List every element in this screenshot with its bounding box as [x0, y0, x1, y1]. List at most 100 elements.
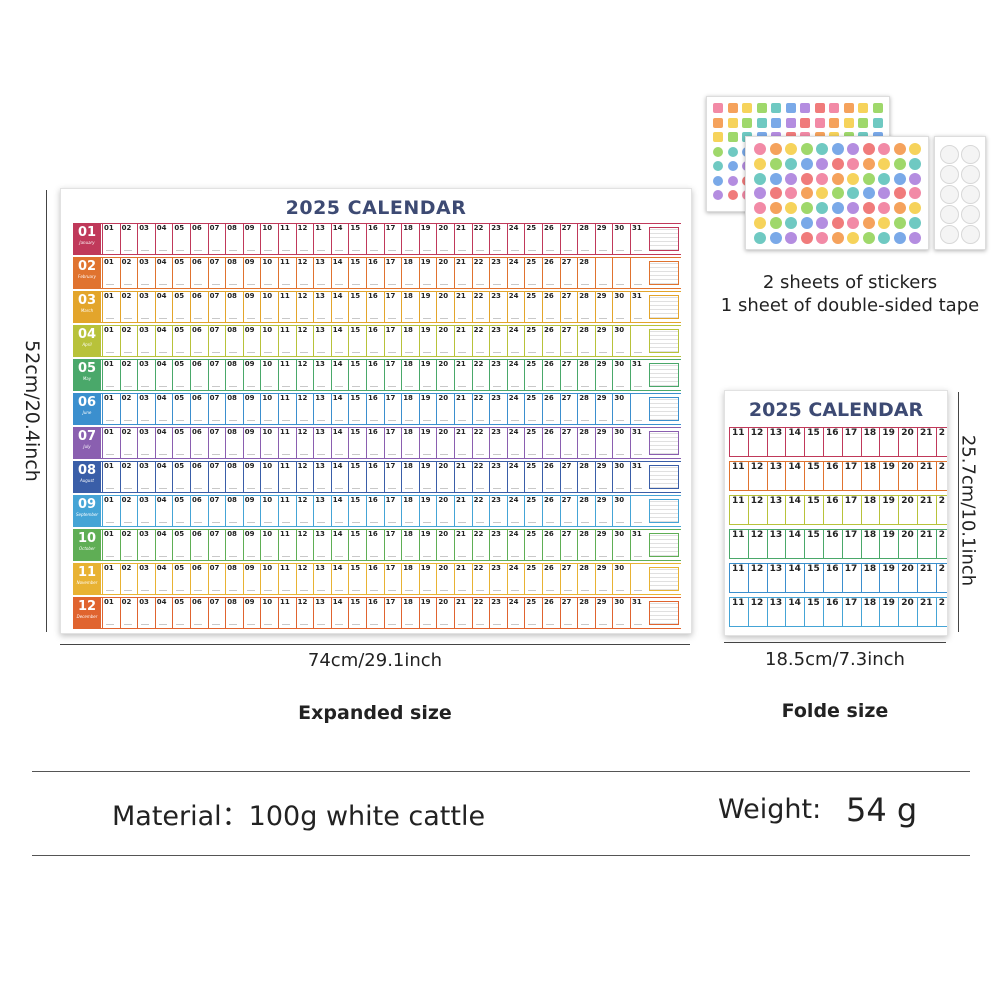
- sticker: [814, 103, 825, 113]
- round-sticker: [878, 217, 890, 229]
- width-dimension-line: [60, 644, 690, 645]
- day-cell: 22: [471, 598, 489, 628]
- day-cell: 08: [225, 598, 242, 628]
- day-cell: 28: [577, 326, 594, 356]
- day-cell: 11: [278, 224, 295, 254]
- day-cell: 16: [366, 564, 383, 594]
- height-dimension-line: [46, 190, 47, 632]
- round-sticker: [893, 187, 906, 200]
- day-cell: 27: [559, 598, 577, 628]
- round-sticker: [909, 143, 921, 155]
- round-sticker: [862, 172, 875, 185]
- day-cell: 22: [471, 394, 489, 424]
- month-badge: 10 October: [73, 530, 101, 560]
- day-cell: 03: [137, 326, 154, 356]
- folded-day-cell: 11: [729, 428, 748, 456]
- day-cell: 17: [383, 326, 401, 356]
- day-cell: 24: [506, 360, 524, 390]
- round-sticker: [893, 157, 906, 170]
- day-cell: 11: [278, 496, 295, 526]
- day-cell: 17: [383, 496, 401, 526]
- mini-month-grid: [649, 227, 679, 251]
- day-cell: 09: [242, 224, 260, 254]
- day-cell: 03: [137, 496, 154, 526]
- day-cell: 29: [594, 394, 612, 424]
- folded-day-cell: 16: [823, 428, 842, 456]
- day-cell: 30: [612, 462, 629, 492]
- folded-day-cell: 11: [729, 598, 748, 626]
- day-cell: 01: [102, 428, 119, 458]
- round-sticker: [800, 172, 813, 185]
- month-badge: 08 August: [73, 462, 101, 492]
- day-cell: 27: [559, 428, 577, 458]
- day-cell: 09: [242, 258, 260, 288]
- month-number: 12: [77, 599, 97, 614]
- sticker: [771, 117, 781, 128]
- sticker: [713, 190, 723, 200]
- tape-dot: [940, 145, 959, 164]
- day-cell: 31: [630, 360, 647, 390]
- round-sticker: [816, 231, 828, 244]
- day-cell: 15: [348, 258, 365, 288]
- day-cell: 16: [366, 530, 383, 560]
- day-cell: 31: [630, 428, 647, 458]
- round-sticker: [785, 157, 797, 170]
- folded-day-cell: 20: [898, 598, 917, 626]
- expanded-height-label: 52cm/20.4inch: [21, 340, 43, 482]
- folded-day-cell: 17: [841, 428, 861, 456]
- month-number: 05: [77, 361, 97, 376]
- day-cell: 28: [577, 496, 594, 526]
- folded-day-cell: 14: [785, 598, 804, 626]
- folded-day-cell: 11: [729, 462, 748, 490]
- folded-day-cell: 15: [804, 564, 823, 592]
- folded-day-cell: 16: [823, 564, 842, 592]
- folded-width-label: 18.5cm/7.3inch: [765, 649, 905, 670]
- day-cell: 23: [489, 360, 506, 390]
- day-cell: 07: [207, 394, 225, 424]
- day-cell: 28: [577, 224, 594, 254]
- month-name: September: [75, 512, 99, 517]
- folded-day-cell: 12: [747, 598, 767, 626]
- day-cell: 19: [418, 428, 436, 458]
- day-cell: 23: [489, 462, 506, 492]
- day-cell: 19: [418, 462, 436, 492]
- day-cell: 27: [559, 360, 577, 390]
- day-cell: 30: [612, 598, 629, 628]
- day-cell: 20: [436, 292, 453, 322]
- day-cell: 06: [190, 224, 207, 254]
- round-sticker: [816, 202, 828, 215]
- day-cell: 11: [278, 360, 295, 390]
- folded-calendar-title: 2025 CALENDAR: [748, 399, 924, 421]
- month-row: 05 May 01 02 03 04 05 06 07 08 09 10 11 12 13 14 15 16 17 1…: [73, 359, 681, 391]
- round-sticker: [785, 217, 797, 229]
- day-cell: 23: [489, 326, 506, 356]
- sticker: [756, 103, 767, 113]
- day-cell: 02: [119, 496, 137, 526]
- day-cell: 06: [190, 496, 207, 526]
- sticker: [742, 117, 752, 128]
- day-cell: 12: [295, 428, 313, 458]
- day-cell: 23: [489, 224, 506, 254]
- month-badge: 06 June: [73, 394, 101, 424]
- round-sticker: [785, 143, 797, 155]
- month-row: 01 January 01 02 03 04 05 06 07 08 09 10 11 12 13 14 15 1…: [73, 223, 681, 255]
- day-cell: 13: [313, 428, 330, 458]
- day-cell: 07: [207, 462, 225, 492]
- day-cell: 28: [577, 598, 594, 628]
- day-cell: 25: [524, 428, 541, 458]
- round-sticker: [754, 187, 766, 200]
- day-cell: 31: [630, 530, 647, 560]
- round-sticker: [878, 231, 890, 244]
- day-cell: 28: [577, 292, 594, 322]
- day-cell: 10: [260, 462, 277, 492]
- day-cell: 03: [137, 224, 154, 254]
- day-cell: 12: [295, 530, 313, 560]
- day-cell: 28: [577, 428, 594, 458]
- folded-day-cell: 14: [785, 496, 804, 524]
- day-cell: 06: [190, 530, 207, 560]
- folded-day-cell: 13: [766, 564, 786, 592]
- month-badge: 09 September: [73, 496, 101, 526]
- day-cell: 29: [594, 224, 612, 254]
- day-cell: 02: [119, 292, 137, 322]
- day-cell: 18: [401, 394, 418, 424]
